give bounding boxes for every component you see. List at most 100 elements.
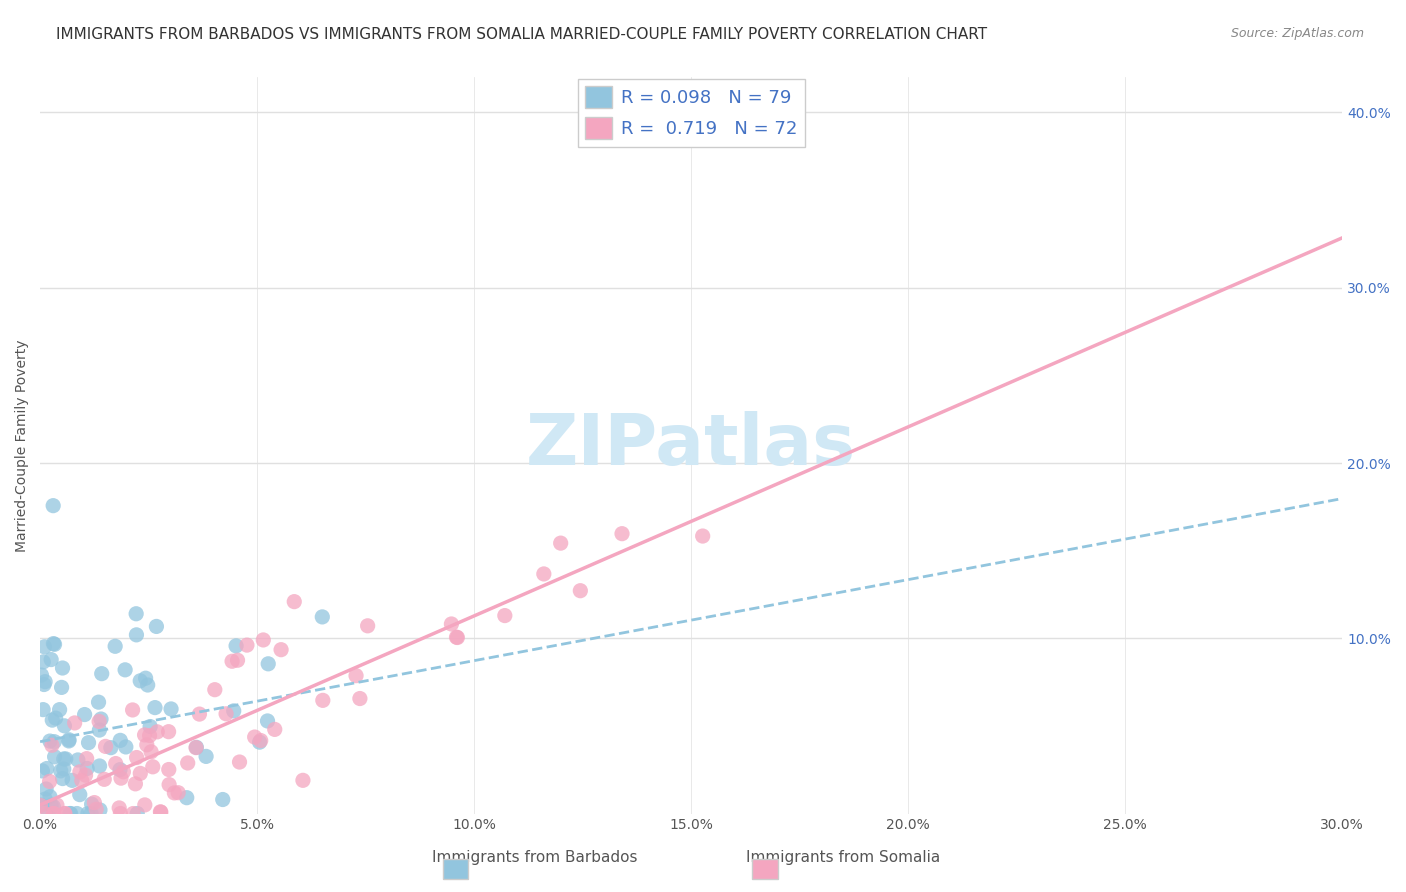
Point xyxy=(42,806,65,821)
Point xyxy=(73,707,96,722)
Point xyxy=(127,806,149,821)
Point xyxy=(550,536,572,550)
Point xyxy=(84,802,107,816)
Point xyxy=(44,734,66,748)
Point xyxy=(263,723,285,737)
Point xyxy=(30,798,52,813)
Point xyxy=(38,734,60,748)
Point xyxy=(83,796,105,810)
Point xyxy=(80,806,103,821)
Point xyxy=(104,640,127,654)
Point xyxy=(31,764,53,778)
Point xyxy=(34,792,56,806)
Point xyxy=(52,772,75,786)
Point xyxy=(89,803,111,817)
Point xyxy=(143,700,166,714)
Point xyxy=(42,499,65,513)
Point xyxy=(32,677,55,691)
Point xyxy=(44,749,66,764)
Point xyxy=(80,797,103,812)
Point xyxy=(41,738,63,752)
Point xyxy=(186,740,208,755)
Point xyxy=(42,806,65,821)
Point xyxy=(89,759,111,773)
Point xyxy=(53,806,76,821)
Point xyxy=(100,740,122,755)
Point xyxy=(110,771,132,785)
Point xyxy=(135,671,157,685)
Point xyxy=(446,631,468,645)
Point xyxy=(53,719,76,733)
Point xyxy=(30,798,52,813)
Point xyxy=(39,798,62,813)
Point xyxy=(221,654,243,668)
Point xyxy=(225,639,247,653)
Point xyxy=(177,756,200,770)
Point xyxy=(139,720,162,734)
Point xyxy=(35,782,58,797)
Point xyxy=(34,806,56,821)
Point xyxy=(90,712,112,726)
Point xyxy=(35,762,58,776)
Point xyxy=(89,723,111,737)
Point xyxy=(163,786,186,800)
Point xyxy=(204,682,226,697)
Point xyxy=(142,760,165,774)
Point xyxy=(48,703,70,717)
Point xyxy=(59,806,82,821)
Point xyxy=(146,724,169,739)
Point xyxy=(114,663,136,677)
Point xyxy=(134,797,156,812)
Text: Source: ZipAtlas.com: Source: ZipAtlas.com xyxy=(1230,27,1364,40)
Point xyxy=(125,628,148,642)
Point xyxy=(176,790,198,805)
Point xyxy=(145,619,167,633)
Point xyxy=(184,740,207,755)
Point xyxy=(270,642,292,657)
Point xyxy=(157,778,180,792)
Point xyxy=(356,619,378,633)
Point xyxy=(125,607,148,621)
Point xyxy=(211,792,233,806)
Point xyxy=(42,637,65,651)
Point xyxy=(70,773,93,788)
Point xyxy=(53,806,76,821)
Point xyxy=(692,529,714,543)
Point xyxy=(157,724,180,739)
Point xyxy=(446,630,468,644)
Point xyxy=(69,788,91,802)
Point xyxy=(610,526,633,541)
Point xyxy=(139,745,162,759)
Point xyxy=(110,806,132,821)
Point xyxy=(222,704,245,718)
Point xyxy=(87,695,110,709)
Point xyxy=(39,652,62,666)
Point xyxy=(51,661,73,675)
Y-axis label: Married-Couple Family Poverty: Married-Couple Family Poverty xyxy=(15,339,30,552)
Point xyxy=(110,733,132,747)
Point xyxy=(249,733,271,747)
Point xyxy=(249,735,271,749)
Point xyxy=(58,732,80,747)
Point xyxy=(108,801,131,815)
Text: Immigrants from Somalia: Immigrants from Somalia xyxy=(747,850,941,865)
Point xyxy=(149,805,172,820)
Point xyxy=(129,673,152,688)
Text: Immigrants from Barbados: Immigrants from Barbados xyxy=(432,850,637,865)
Point xyxy=(93,772,115,787)
Point xyxy=(39,789,62,804)
Point xyxy=(188,707,211,722)
Point xyxy=(283,594,305,608)
Point xyxy=(112,764,135,779)
Point xyxy=(59,806,82,821)
Point xyxy=(349,691,371,706)
Point xyxy=(66,806,89,821)
Point xyxy=(124,777,146,791)
Point xyxy=(533,566,555,581)
Point xyxy=(45,711,67,725)
Point xyxy=(58,734,80,748)
Point xyxy=(149,805,172,819)
Point xyxy=(195,749,218,764)
Point xyxy=(77,736,100,750)
Point xyxy=(77,806,100,821)
